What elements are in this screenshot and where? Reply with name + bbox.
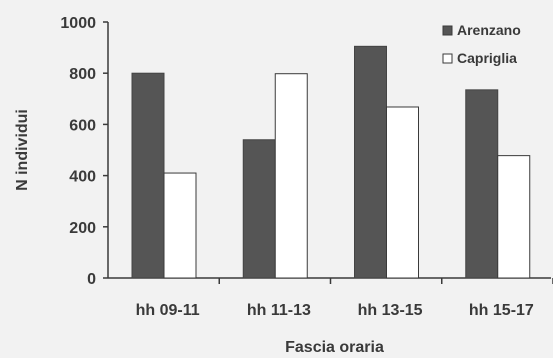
bar-arenzano-4 (465, 89, 499, 279)
y-tick-label: 0 (87, 271, 96, 288)
bar-capriglia-4 (497, 155, 531, 279)
y-tick-label: 1000 (60, 15, 96, 32)
x-category-label: hh 11-13 (247, 302, 311, 319)
bar-capriglia-3 (386, 106, 419, 279)
bar-capriglia-1 (163, 172, 197, 279)
chart-bars (131, 45, 531, 279)
chart-legend: Arenzano Capriglia (442, 22, 521, 66)
y-tick-label: 800 (69, 66, 96, 83)
bar-capriglia-2 (274, 73, 308, 279)
y-tick-label: 200 (69, 220, 96, 237)
y-tick-label: 400 (69, 169, 96, 186)
x-category-label: hh 13-15 (358, 302, 423, 319)
legend-swatch-capriglia (442, 53, 453, 64)
bar-arenzano-2 (242, 139, 276, 279)
bar-arenzano-3 (354, 45, 387, 279)
x-axis-title: Fascia oraria (285, 339, 384, 356)
x-category-label: hh 09-11 (136, 302, 200, 319)
y-tick-label: 600 (69, 117, 96, 134)
x-category-label: hh 15-17 (469, 302, 534, 319)
legend-swatch-arenzano (442, 25, 453, 36)
bar-arenzano-1 (131, 72, 165, 279)
y-axis-title: N individui (14, 109, 31, 191)
chart-labels: 0 200 400 600 800 1000 hh 09-11 hh 11-13 hh 13-1… (14, 15, 534, 356)
legend-label-capriglia: Capriglia (457, 50, 517, 66)
legend-label-arenzano: Arenzano (457, 22, 521, 38)
